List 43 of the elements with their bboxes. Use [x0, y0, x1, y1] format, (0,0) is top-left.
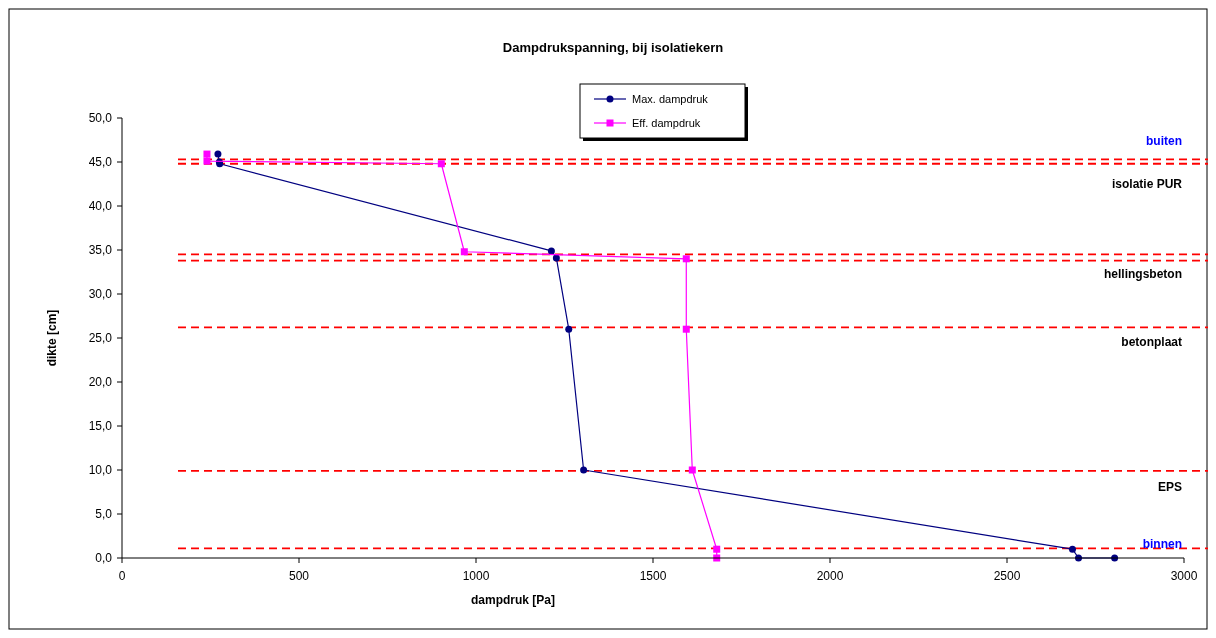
y-tick-label: 5,0: [95, 507, 113, 521]
y-tick-label: 10,0: [88, 463, 113, 477]
x-tick-label: 500: [288, 569, 310, 583]
x-tick-label: 3000: [1170, 569, 1198, 583]
point: [547, 247, 555, 255]
x-tick-label: 0: [118, 569, 126, 583]
point: [214, 150, 222, 158]
point: [1068, 545, 1076, 553]
x-tick-label: 2000: [816, 569, 844, 583]
x-tick-label: 1500: [639, 569, 667, 583]
ref-line-label: binnen: [1142, 537, 1182, 552]
x-tick-label: 2500: [993, 569, 1021, 583]
ref-line-label: buiten: [1146, 134, 1182, 149]
point: [688, 466, 696, 474]
point: [460, 248, 468, 256]
y-tick-label: 50,0: [88, 111, 113, 125]
legend-label: Max. dampdruk: [632, 93, 709, 105]
y-tick-label: 40,0: [88, 199, 113, 213]
point: [565, 325, 573, 333]
legend-label: Eff. dampdruk: [632, 117, 701, 129]
x-tick-label: 1000: [462, 569, 490, 583]
y-tick-label: 25,0: [88, 331, 113, 345]
point: [552, 254, 560, 262]
point: [203, 150, 211, 158]
y-tick-label: 0,0: [95, 551, 113, 565]
point: [437, 160, 445, 168]
y-axis-title: dikte [cm]: [45, 309, 59, 367]
point: [682, 325, 690, 333]
point: [580, 466, 588, 474]
point: [682, 255, 690, 263]
annotation: isolatie PUR: [1111, 177, 1183, 191]
y-tick-label: 20,0: [88, 375, 113, 389]
annotation: EPS: [1157, 480, 1182, 494]
x-axis-title: dampdruk [Pa]: [470, 593, 556, 607]
y-tick-label: 15,0: [88, 419, 113, 433]
point: [203, 157, 211, 165]
chart-title: Dampdrukspanning, bij isolatiekern: [502, 40, 724, 55]
point: [713, 545, 721, 553]
y-tick-label: 45,0: [88, 155, 113, 169]
y-tick-label: 30,0: [88, 287, 113, 301]
annotation: betonplaat: [1121, 335, 1182, 349]
annotation: hellingsbeton: [1104, 267, 1182, 281]
y-tick-label: 35,0: [88, 243, 113, 257]
